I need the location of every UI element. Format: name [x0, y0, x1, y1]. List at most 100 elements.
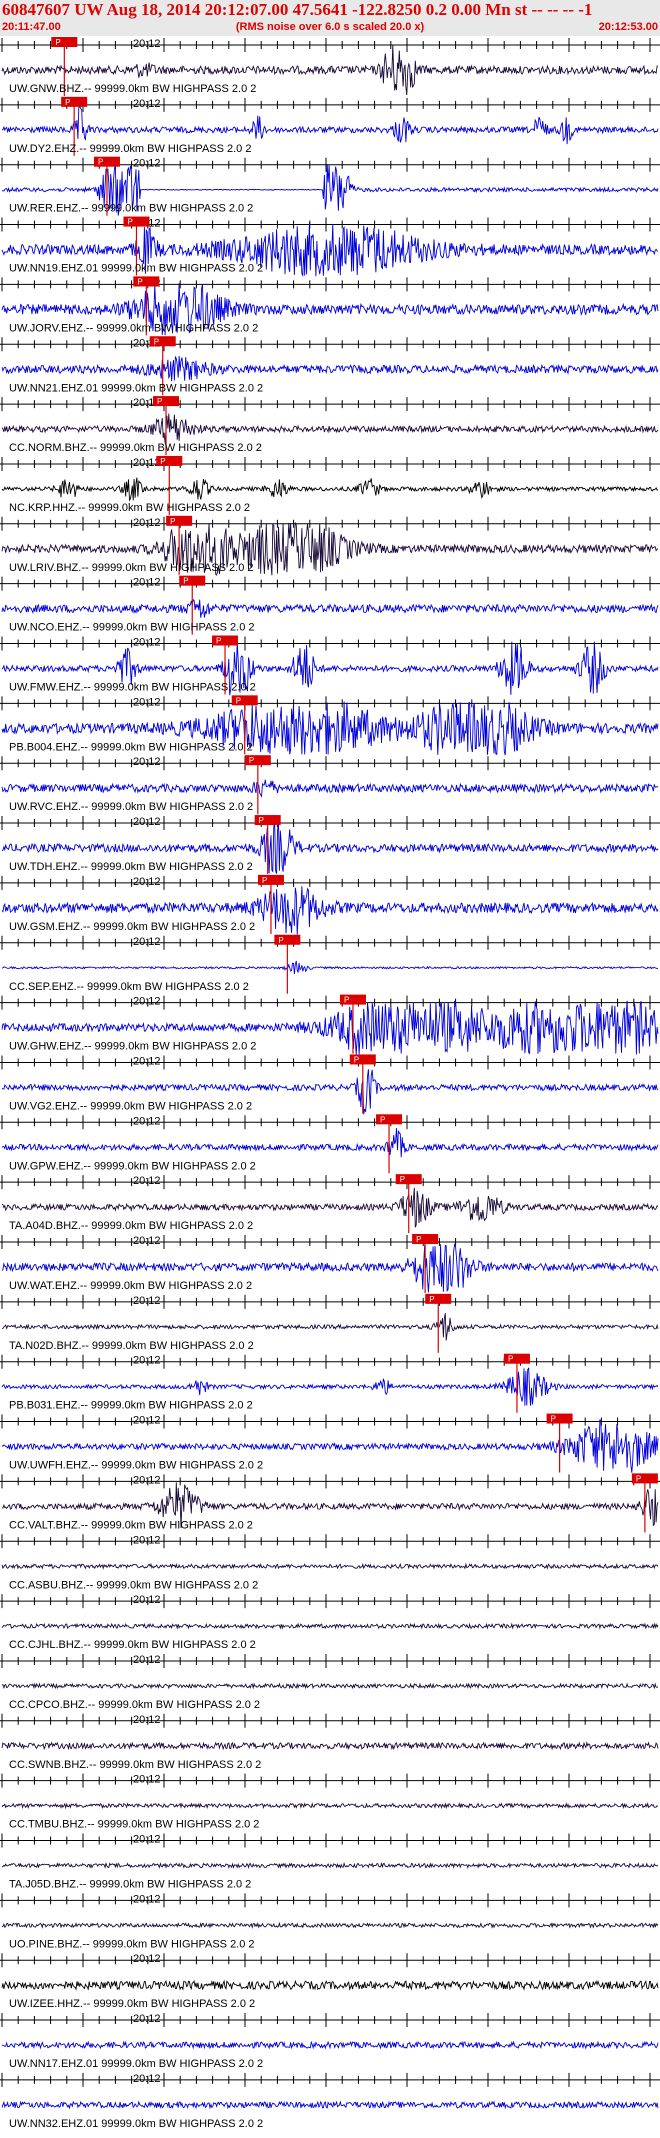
- waveform-trace: [1, 413, 659, 444]
- pick-label: P: [416, 1235, 421, 1244]
- pick-marker: [133, 276, 160, 287]
- time-axis-ticks: [1, 397, 651, 412]
- pick-label: P: [137, 277, 142, 286]
- minute-label: 20:12: [133, 1115, 161, 1127]
- pick-marker: [425, 1293, 452, 1304]
- minute-label: 20:12: [133, 38, 161, 50]
- waveform-trace: [1, 598, 659, 618]
- pick-label: P: [400, 1175, 405, 1184]
- station-label: CC.TMBU.BHZ.-- 99999.0km BW HIGHPASS 2.0…: [9, 1819, 259, 1831]
- waveform-trace: [1, 779, 659, 798]
- time-axis-ticks: [1, 1055, 651, 1070]
- pick-marker: [166, 515, 193, 526]
- pick-label: P: [98, 158, 103, 167]
- station-label: NC.KRP.HHZ.-- 99999.0km BW HIGHPASS 2.0 …: [9, 502, 250, 514]
- minute-label: 20:12: [133, 457, 161, 469]
- station-label: UW.FMW.EHZ.-- 99999.0km BW HIGHPASS 2.0 …: [9, 682, 256, 694]
- minute-label: 20:12: [133, 1235, 161, 1247]
- time-axis-ticks: [1, 97, 651, 112]
- minute-label: 20:12: [133, 1534, 161, 1546]
- pick-label: P: [236, 696, 241, 705]
- event-header: 60847607 UW Aug 18, 2014 20:12:07.00 47.…: [0, 0, 660, 36]
- pick-marker: [274, 934, 301, 945]
- pick-label: P: [636, 1474, 641, 1483]
- station-label: CC.VALT.BHZ.-- 99999.0km BW HIGHPASS 2.0…: [9, 1519, 253, 1531]
- waveform-trace: [1, 1682, 659, 1690]
- pick-marker: [631, 1473, 658, 1484]
- station-label: CC.ASBU.BHZ.-- 99999.0km BW HIGHPASS 2.0…: [9, 1579, 258, 1591]
- minute-label: 20:12: [133, 1355, 161, 1367]
- time-axis-ticks: [1, 816, 651, 831]
- time-axis-ticks: [1, 1833, 651, 1848]
- time-axis-ticks: [1, 1534, 651, 1549]
- station-label: CC.SEP.EHZ.-- 99999.0km BW HIGHPASS 2.0 …: [9, 981, 249, 993]
- minute-label: 20:12: [133, 876, 161, 888]
- station-label: UW.JORV.EHZ.-- 99999.0km BW HIGHPASS 2.0…: [9, 322, 258, 334]
- pick-marker: [349, 1054, 376, 1065]
- minute-label: 20:12: [133, 2013, 161, 2025]
- waveform-trace: [1, 1000, 659, 1055]
- start-time: 20:11:47.00: [2, 21, 61, 33]
- waveform-trace: [1, 1562, 659, 1570]
- station-label: PB.B004.EHZ.-- 99999.0km BW HIGHPASS 2.0…: [9, 741, 253, 753]
- station-label: CC.NORM.BHZ.-- 99999.0km BW HIGHPASS 2.0…: [9, 442, 262, 454]
- minute-label: 20:12: [133, 816, 161, 828]
- station-label: UW.GHW.EHZ.-- 99999.0km BW HIGHPASS 2.0 …: [9, 1041, 256, 1053]
- station-label: UW.UWFH.EHZ.-- 99999.0km BW HIGHPASS 2.0…: [9, 1460, 263, 1472]
- time-axis-ticks: [1, 2072, 651, 2087]
- pick-label: P: [508, 1355, 513, 1364]
- waveform-trace: [1, 1419, 659, 1473]
- minute-label: 20:12: [133, 637, 161, 649]
- station-label: UW.NN17.EHZ.01 99999.0km BW HIGHPASS 2.0…: [9, 2058, 263, 2070]
- station-label: CC.CPCO.BHZ.-- 99999.0km BW HIGHPASS 2.0…: [9, 1699, 260, 1711]
- pick-label: P: [127, 218, 132, 227]
- station-label: UW.RVC.EHZ.-- 99999.0km BW HIGHPASS 2.0 …: [9, 801, 253, 813]
- waveform-trace: [1, 2040, 659, 2050]
- time-axis-ticks: [1, 1893, 651, 1908]
- waveform-trace: [2, 1482, 659, 1528]
- pick-marker: [153, 396, 179, 407]
- time-axis-ticks: [1, 696, 651, 711]
- station-label: UW.RER.EHZ.-- 99999.0km BW HIGHPASS 2.0 …: [9, 203, 253, 215]
- station-label: UW.VG2.EHZ.-- 99999.0km BW HIGHPASS 2.0 …: [9, 1100, 252, 1112]
- time-axis-ticks: [1, 38, 651, 52]
- waveform-trace: [1, 1313, 659, 1341]
- station-label: CC.SWNB.BHZ.-- 99999.0km BW HIGHPASS 2.0…: [9, 1759, 261, 1771]
- waveform-trace: [1, 886, 659, 935]
- pick-label: P: [344, 996, 349, 1005]
- time-axis-ticks: [1, 1115, 651, 1130]
- pick-marker: [156, 455, 183, 466]
- time-axis-ticks: [1, 756, 651, 771]
- minute-label: 20:12: [133, 1654, 161, 1666]
- pick-label: P: [278, 936, 283, 945]
- station-label: UW.WAT.EHZ.-- 99999.0km BW HIGHPASS 2.0 …: [9, 1280, 252, 1292]
- waveform-trace: [1, 522, 659, 576]
- time-axis-ticks: [1, 217, 651, 232]
- waveform-trace: [1, 1861, 659, 1869]
- station-label: UW.TDH.EHZ.-- 99999.0km BW HIGHPASS 2.0 …: [9, 861, 253, 873]
- pick-label: P: [380, 1115, 385, 1124]
- pick-label: P: [259, 816, 264, 825]
- waveform-trace: [1, 1979, 659, 1991]
- waveform-trace: [1, 1921, 659, 1929]
- pick-label: P: [262, 876, 267, 885]
- time-axis-ticks: [1, 1354, 651, 1369]
- minute-label: 20:12: [133, 517, 161, 529]
- waveform-trace: [1, 1069, 659, 1115]
- pick-marker: [212, 635, 239, 646]
- waveform-trace: [1, 1367, 659, 1406]
- time-axis-ticks: [1, 277, 651, 292]
- time-axis-ticks: [1, 576, 651, 591]
- waveform-trace: [1, 1242, 659, 1293]
- time-axis-ticks: [1, 1953, 651, 1968]
- minute-label: 20:12: [133, 1774, 161, 1786]
- waveform-trace: [1, 222, 659, 277]
- pick-marker: [412, 1234, 439, 1244]
- pick-label: P: [55, 38, 60, 47]
- end-time: 20:12:53.00: [598, 21, 658, 33]
- time-axis-ticks: [1, 1414, 651, 1429]
- minute-label: 20:12: [133, 936, 161, 948]
- station-label: UW.GPW.EHZ.-- 99999.0km BW HIGHPASS 2.0 …: [9, 1160, 256, 1172]
- rms-noise-caption: (RMS noise over 6.0 s scaled 20.0 x): [235, 21, 425, 33]
